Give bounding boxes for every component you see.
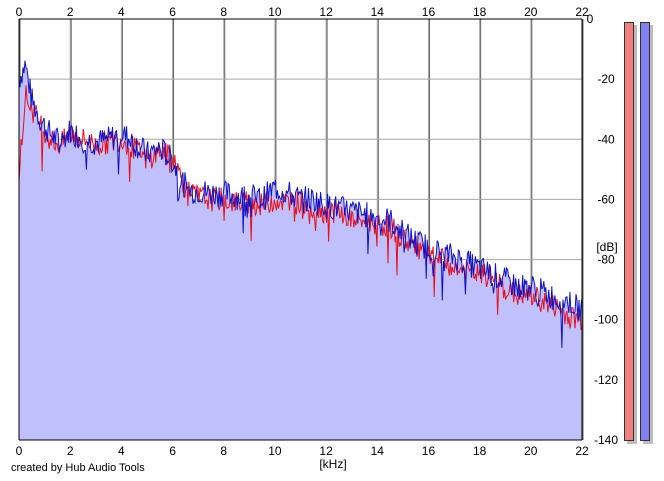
x-tick-label-bottom: 14 <box>371 444 385 458</box>
level-meter-right <box>640 22 650 441</box>
spectrum-fill <box>19 60 582 440</box>
y-tick-labels: 0 -20 -40 -60 -80 -100 -120 -140 <box>587 12 619 447</box>
x-tick-label-top: 12 <box>319 5 333 19</box>
x-tick-label-top: 8 <box>220 5 227 19</box>
x-tick-label-bottom: 20 <box>524 444 538 458</box>
x-axis-label: [kHz] <box>319 457 346 471</box>
x-tick-label-bottom: 16 <box>422 444 436 458</box>
x-tick-label-top: 10 <box>268 5 282 19</box>
x-tick-label-top: 22 <box>575 5 589 19</box>
y-tick-label: -100 <box>594 313 618 327</box>
y-tick-label: -140 <box>594 433 618 447</box>
x-tick-label-top: 14 <box>371 5 385 19</box>
spectrum-area <box>19 60 582 440</box>
y-tick-label: -80 <box>597 253 615 267</box>
y-tick-label: -120 <box>594 373 618 387</box>
x-tick-label-bottom: 2 <box>67 444 74 458</box>
y-tick-label: -20 <box>597 72 615 86</box>
x-tick-label-top: 20 <box>524 5 538 19</box>
x-tick-label-top: 4 <box>118 5 125 19</box>
y-tick-label: -60 <box>597 192 615 206</box>
x-tick-label-top: 0 <box>16 5 23 19</box>
y-tick-label: -40 <box>597 132 615 146</box>
x-tick-label-top: 6 <box>169 5 176 19</box>
series-line-blue <box>18 60 583 348</box>
x-tick-label-bottom: 10 <box>268 444 282 458</box>
x-tick-label-top: 18 <box>473 5 487 19</box>
plot-frame <box>18 18 583 441</box>
x-tick-label-top: 16 <box>422 5 436 19</box>
x-tick-label-bottom: 22 <box>575 444 589 458</box>
x-tick-label-bottom: 18 <box>473 444 487 458</box>
y-tick-label: 0 <box>587 12 594 26</box>
level-meter-left <box>624 22 634 441</box>
x-tick-label-bottom: 8 <box>220 444 227 458</box>
credit-text: created by Hub Audio Tools <box>11 462 145 474</box>
x-tick-label-bottom: 0 <box>16 444 23 458</box>
x-tick-label-bottom: 12 <box>319 444 333 458</box>
x-tick-label-bottom: 4 <box>118 444 125 458</box>
x-tick-label-bottom: 6 <box>169 444 176 458</box>
y-axis-label: [dB] <box>596 240 617 254</box>
x-tick-label-top: 2 <box>67 5 74 19</box>
series-lines <box>18 60 583 348</box>
